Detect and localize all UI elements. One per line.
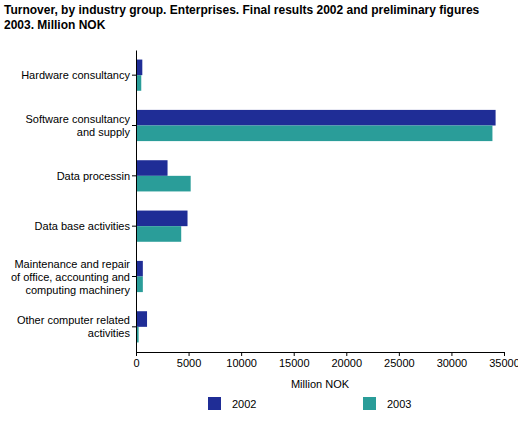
text-line: 2003. Million NOK bbox=[4, 18, 106, 32]
category-label: Hardware consultancy bbox=[21, 69, 130, 81]
tick: 30000 bbox=[437, 352, 468, 369]
tick-mark bbox=[132, 226, 136, 227]
text-line: computing machinery bbox=[25, 284, 130, 296]
tick: 20000 bbox=[331, 352, 362, 369]
text-line: Turnover, by industry group. Enterprises… bbox=[4, 3, 480, 17]
tick bbox=[132, 75, 136, 76]
bar bbox=[136, 160, 168, 176]
tick-label: 5000 bbox=[177, 357, 201, 369]
tick-label: 30000 bbox=[437, 357, 468, 369]
tick: 35000 bbox=[489, 352, 518, 369]
tick bbox=[132, 276, 136, 277]
bar bbox=[136, 226, 181, 242]
tick-label: 10000 bbox=[226, 357, 257, 369]
text-line: Other computer related bbox=[17, 314, 130, 326]
text-line: Maintenance and repair bbox=[14, 258, 130, 270]
text-line: and supply bbox=[77, 126, 131, 138]
title: Turnover, by industry group. Enterprises… bbox=[4, 3, 480, 32]
legend-label: 2003 bbox=[387, 398, 411, 410]
bar bbox=[136, 261, 143, 277]
tick bbox=[132, 175, 136, 176]
legend-item: 2003 bbox=[363, 397, 411, 410]
text-line: of office, accounting and bbox=[11, 271, 130, 283]
chart: Turnover, by industry group. Enterprises… bbox=[0, 0, 518, 421]
category-label: Data processin bbox=[57, 170, 130, 182]
tick-label: 0 bbox=[133, 357, 139, 369]
text-line: Hardware consultancy bbox=[21, 69, 130, 81]
tick-mark bbox=[132, 75, 136, 76]
legend-swatch bbox=[208, 397, 221, 410]
tick-mark bbox=[132, 175, 136, 176]
tick-mark bbox=[451, 352, 452, 356]
tick-mark bbox=[294, 352, 295, 356]
tick-mark bbox=[132, 125, 136, 126]
bar bbox=[136, 110, 496, 126]
tick bbox=[132, 326, 136, 327]
tick-mark bbox=[399, 352, 400, 356]
category-label: Other computer relatedactivities bbox=[17, 314, 131, 339]
x-axis: 0 5000 10000 15000 20000 25000 30000 35000 bbox=[133, 352, 518, 369]
tick: 10000 bbox=[226, 352, 257, 369]
bar bbox=[136, 211, 188, 227]
bars bbox=[136, 60, 496, 343]
bar bbox=[136, 176, 191, 192]
axis-line bbox=[137, 353, 505, 357]
text-line: Data base activities bbox=[35, 220, 131, 232]
tick-mark bbox=[189, 352, 190, 356]
text-line: Software consultancy bbox=[25, 113, 130, 125]
tick-mark bbox=[241, 352, 242, 356]
axis-title: Million NOK bbox=[291, 378, 350, 390]
tick bbox=[132, 125, 136, 126]
tick: 5000 bbox=[177, 352, 201, 369]
bar bbox=[136, 277, 143, 293]
tick-label: 25000 bbox=[384, 357, 415, 369]
axis-line bbox=[136, 51, 137, 353]
tick-mark bbox=[504, 352, 505, 356]
tick-label: 35000 bbox=[489, 357, 518, 369]
category-label: Data base activities bbox=[35, 220, 131, 232]
text-line: Data processin bbox=[57, 170, 130, 182]
tick-mark bbox=[136, 352, 137, 356]
bar bbox=[136, 126, 492, 142]
category-label: Software consultancyand supply bbox=[25, 113, 130, 138]
legend-swatch bbox=[363, 397, 376, 410]
tick: 25000 bbox=[384, 352, 415, 369]
bar bbox=[136, 311, 147, 327]
tick-mark bbox=[132, 326, 136, 327]
tick-mark bbox=[346, 352, 347, 356]
legend-label: 2002 bbox=[232, 398, 256, 410]
category-label: Maintenance and repairof office, account… bbox=[11, 258, 131, 296]
y-axis bbox=[132, 51, 137, 353]
tick-mark bbox=[132, 276, 136, 277]
tick-label: 15000 bbox=[279, 357, 310, 369]
legend: 2002 2003 bbox=[208, 397, 411, 410]
tick-label: 20000 bbox=[331, 357, 362, 369]
legend-item: 2002 bbox=[208, 397, 256, 410]
tick: 0 bbox=[133, 352, 139, 369]
tick: 15000 bbox=[279, 352, 310, 369]
text-line: activities bbox=[88, 327, 131, 339]
tick bbox=[132, 226, 136, 227]
